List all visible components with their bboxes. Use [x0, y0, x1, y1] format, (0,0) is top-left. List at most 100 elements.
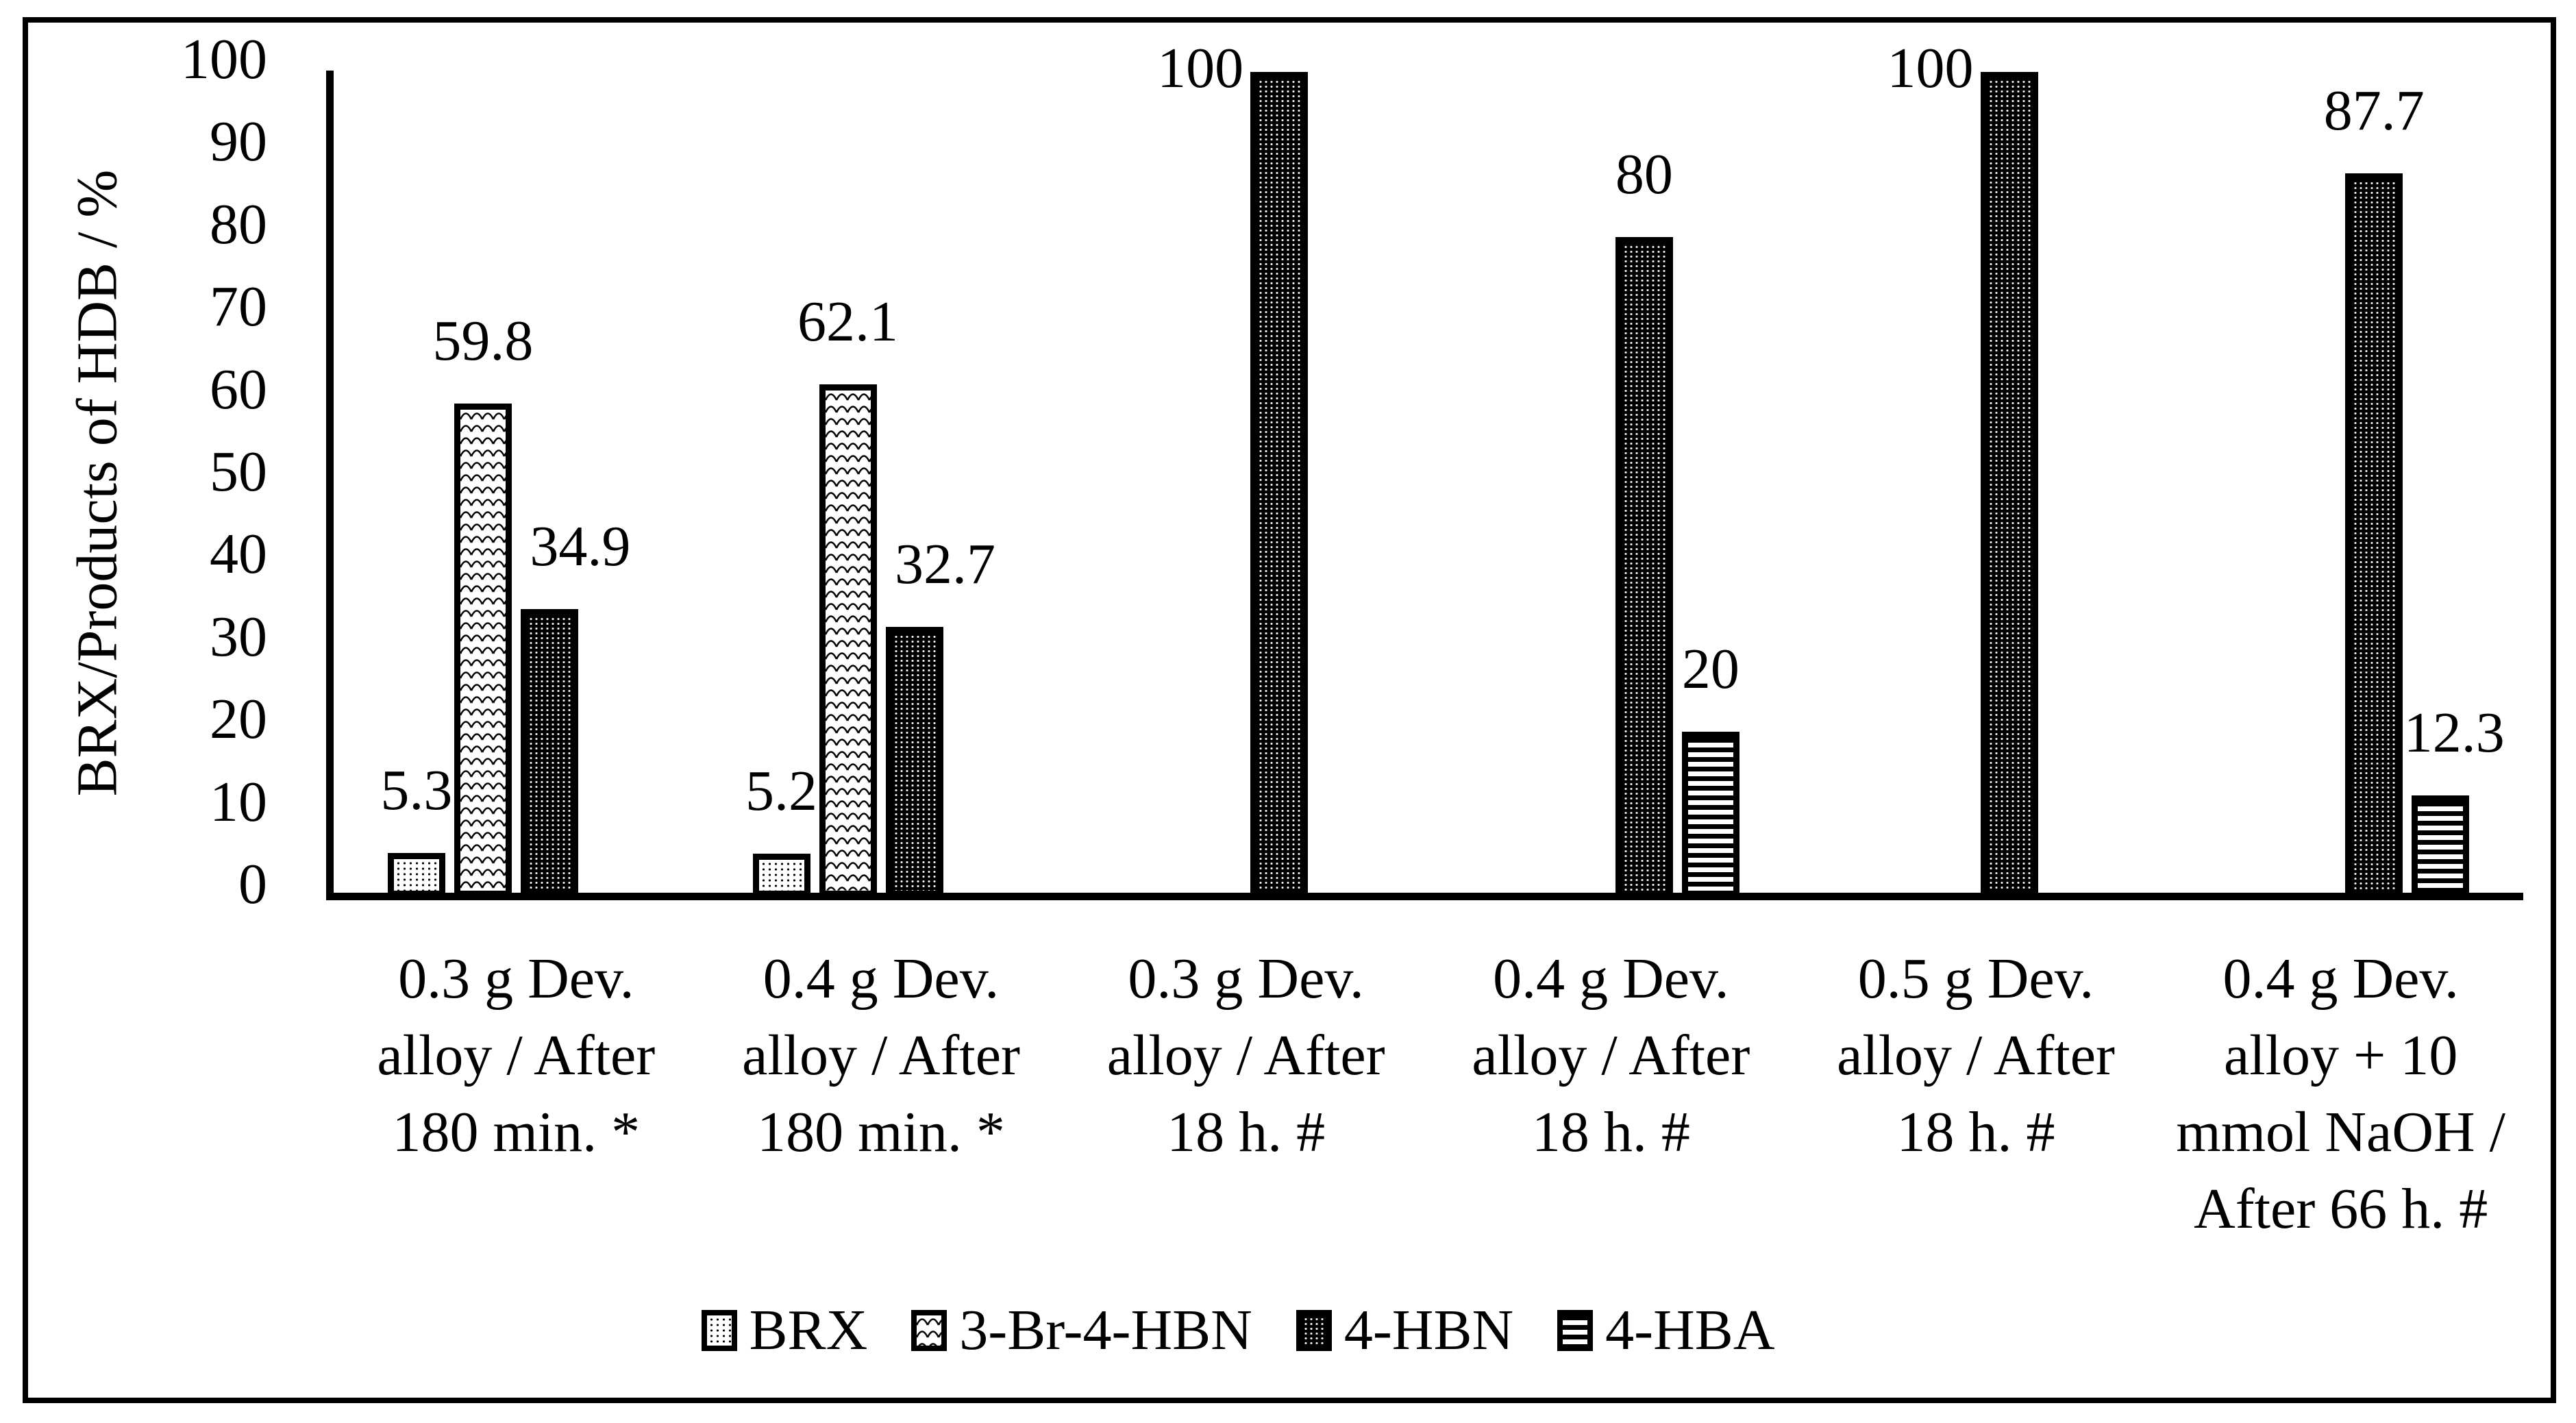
bar-slot: 87.7: [2324, 72, 2425, 897]
bar-value-label: 100: [1157, 36, 1244, 100]
y-tick-label: 50: [210, 440, 267, 504]
bar-slot: [1313, 72, 1379, 897]
category-label-line: 180 min. *: [392, 1100, 641, 1164]
y-tick-label: 20: [210, 687, 267, 752]
bar-4-HBA: [2412, 795, 2470, 897]
bar-slot: [1180, 72, 1246, 897]
bar-slot: [2275, 72, 2341, 897]
bar-value-label: 5.3: [380, 758, 453, 823]
bar-value-label: 100: [1887, 36, 1974, 100]
legend-swatch-dots-dense: [1296, 1310, 1332, 1351]
bar-slot: 32.7: [881, 72, 995, 897]
y-axis-line: [326, 71, 334, 900]
legend-swatch-waves: [911, 1310, 948, 1351]
bar-value-label: 80: [1615, 142, 1673, 206]
wave-pattern-fill: [917, 1315, 942, 1346]
y-tick-label: 100: [181, 27, 267, 91]
category-label-line: alloy / After: [377, 1024, 656, 1087]
bar-slot: [1113, 72, 1180, 897]
y-tick-label: 90: [210, 110, 267, 174]
bar-slot: 100: [1157, 37, 1313, 897]
legend-item-BRX: BRX: [701, 1298, 868, 1362]
category-label-line: 0.4 g Dev.: [2222, 947, 2459, 1011]
category-group: 100: [1063, 37, 1428, 897]
plot-area: 5.3 59.8 34.9 5.2 62.1 32.7 100 80 20 100 87.7 12.3: [334, 37, 2523, 897]
bar-3-Br-4-HBN: [819, 384, 877, 897]
bar-slot: [1843, 72, 1909, 897]
category-label: 0.4 g Dev. alloy + 10 mmol NaOH / After 66 …: [2158, 941, 2523, 1248]
category-label-line: 18 h. #: [1896, 1100, 2055, 1164]
y-tick-label: 40: [210, 522, 267, 586]
legend-label: BRX: [749, 1298, 868, 1362]
bar-BRX: [387, 853, 445, 897]
category-label-line: alloy / After: [742, 1024, 1020, 1087]
category-label-line: 0.4 g Dev.: [1493, 947, 1729, 1011]
legend-item-4-HBA: 4-HBA: [1557, 1299, 1774, 1362]
bar-slot: 34.9: [516, 72, 630, 897]
bar-4-HBN: [1980, 72, 2038, 897]
category-group: 87.7 12.3: [2158, 72, 2523, 897]
bar-4-HBN: [2345, 173, 2403, 897]
category-label-line: alloy / After: [1106, 1024, 1385, 1087]
bar-4-HBN: [1250, 72, 1309, 897]
category-label-line: 18 h. #: [1531, 1100, 1690, 1164]
category-label-line: 0.4 g Dev.: [763, 947, 1000, 1011]
x-axis-category-labels: 0.3 g Dev. alloy / After 180 min. * 0.4 g D…: [334, 941, 2523, 1248]
category-label-line: 0.3 g Dev.: [398, 947, 634, 1011]
y-tick-label: 30: [210, 604, 267, 669]
bar-value-label: 20: [1681, 637, 1739, 702]
category-label-line: 18 h. #: [1167, 1100, 1326, 1164]
bar-slot: [2208, 72, 2275, 897]
category-group: 5.3 59.8 34.9: [334, 72, 699, 897]
bar-slot: 100: [1887, 37, 2042, 897]
category-label-line: After 66 h. #: [2194, 1177, 2488, 1241]
category-label: 0.5 g Dev. alloy / After 18 h. #: [1794, 941, 2159, 1248]
bar-4-HBN: [520, 608, 578, 897]
legend-item-3-Br-4-HBN: 3-Br-4-HBN: [911, 1299, 1252, 1362]
legend-swatch-hlines: [1557, 1310, 1594, 1351]
bar-value-label: 32.7: [895, 532, 995, 597]
bar-slot: 5.3: [380, 72, 452, 897]
category-label-line: alloy / After: [1472, 1024, 1750, 1087]
legend-label: 4-HBA: [1605, 1298, 1775, 1362]
category-group: 5.2 62.1 32.7: [699, 72, 1064, 897]
category-label: 0.3 g Dev. alloy / After 18 h. #: [1063, 941, 1428, 1248]
category-group: 100: [1794, 37, 2159, 897]
bar-value-label: 62.1: [797, 290, 898, 354]
bar-slot: 12.3: [2404, 72, 2505, 897]
y-tick-label: 70: [210, 275, 267, 339]
y-tick-label: 60: [210, 357, 267, 421]
category-label: 0.4 g Dev. alloy / After 180 min. *: [699, 941, 1064, 1248]
bar-slot: 62.1: [797, 72, 898, 897]
legend-label: 4-HBN: [1343, 1298, 1514, 1362]
category-label-line: mmol NaOH /: [2176, 1100, 2505, 1164]
category-label-line: alloy / After: [1837, 1024, 2115, 1087]
y-tick-label: 10: [210, 769, 267, 834]
category-label-line: 0.5 g Dev.: [1857, 947, 2094, 1011]
bar-value-label: 87.7: [2323, 79, 2425, 143]
bar-value-label: 59.8: [432, 309, 534, 373]
wave-pattern-fill: [460, 410, 506, 891]
legend-item-4-HBN: 4-HBN: [1296, 1299, 1513, 1362]
legend-label: 3-Br-4-HBN: [959, 1298, 1252, 1362]
wave-pattern-fill: [825, 391, 871, 891]
category-label: 0.4 g Dev. alloy / After 18 h. #: [1428, 941, 1794, 1248]
x-axis-line: [326, 893, 2523, 900]
category-label-line: alloy + 10: [2224, 1024, 2458, 1087]
legend-swatch-dots-light: [701, 1310, 737, 1351]
y-tick-label: 80: [210, 192, 267, 256]
bar-slot: 59.8: [432, 72, 533, 897]
category-label-line: 0.3 g Dev.: [1128, 947, 1364, 1011]
bar-slot: 5.2: [745, 72, 817, 897]
category-group: 80 20: [1428, 72, 1794, 897]
bar-slot: [1909, 72, 1976, 897]
bar-BRX: [752, 854, 810, 897]
bar-value-label: 5.2: [745, 759, 817, 824]
bar-3-Br-4-HBN: [454, 404, 512, 897]
bar-4-HBA: [1681, 732, 1739, 897]
category-label: 0.3 g Dev. alloy / After 180 min. *: [334, 941, 699, 1248]
bar-4-HBN: [885, 627, 943, 897]
bar-value-label: 12.3: [2403, 700, 2505, 765]
legend: BRX 3-Br-4-HBN 4-HBN 4-HBA: [28, 1299, 2551, 1362]
